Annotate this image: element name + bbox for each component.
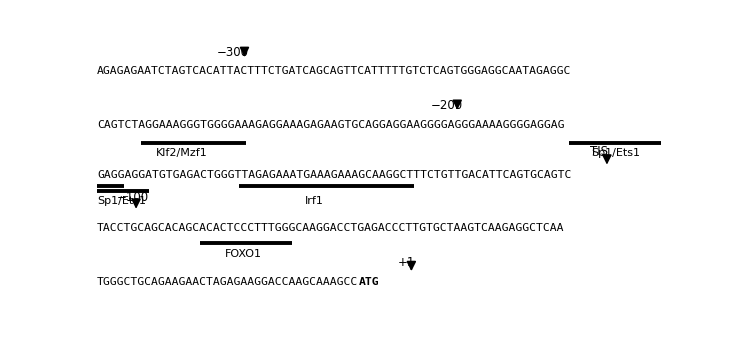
Text: FOXO1: FOXO1 <box>224 249 261 259</box>
Text: GAGGAGGATGTGAGACTGGGTTAGAGAAATGAAAGAAAGCAAGGCTTTCTGTTGACATTCAGTGCAGTC: GAGGAGGATGTGAGACTGGGTTAGAGAAATGAAAGAAAGC… <box>97 170 571 180</box>
Text: Sp1/Ets1: Sp1/Ets1 <box>591 148 640 158</box>
Text: TACCTGCAGCACAGCACACTCCCTTTGGGCAAGGACCTGAGACCCTTGTGCTAAGTCAAGAGGCTCAA: TACCTGCAGCACAGCACACTCCCTTTGGGCAAGGACCTGA… <box>97 223 565 233</box>
Text: −200: −200 <box>431 99 463 112</box>
Text: Irf1: Irf1 <box>305 196 323 206</box>
Text: CAGTCTAGGAAAGGGTGGGGAAAGAGGAAAGAGAAGTGCAGGAGGAAGGGGAGGGAAAAGGGGAGGAG: CAGTCTAGGAAAGGGTGGGGAAAGAGGAAAGAGAAGTGCA… <box>97 120 565 130</box>
Text: AGAGAGAATCTAGTCACATTACTTTCTGATCAGCAGTTCATTTTTGTCTCAGTGGGAGGCAATAGAGGC: AGAGAGAATCTAGTCACATTACTTTCTGATCAGCAGTTCA… <box>97 66 571 76</box>
Text: +1: +1 <box>398 256 415 269</box>
Text: Sp1/Ets1: Sp1/Ets1 <box>97 196 146 206</box>
Text: ATG: ATG <box>358 277 379 287</box>
Text: −100: −100 <box>117 191 149 204</box>
Text: −300: −300 <box>217 46 249 59</box>
Text: TIS: TIS <box>590 145 608 158</box>
Text: Klf2/Mzf1: Klf2/Mzf1 <box>155 148 207 158</box>
Text: TGGGCTGCAGAAGAACTAGAGAAGGACCAAGCAAAGCC: TGGGCTGCAGAAGAACTAGAGAAGGACCAAGCAAAGCC <box>97 277 358 287</box>
